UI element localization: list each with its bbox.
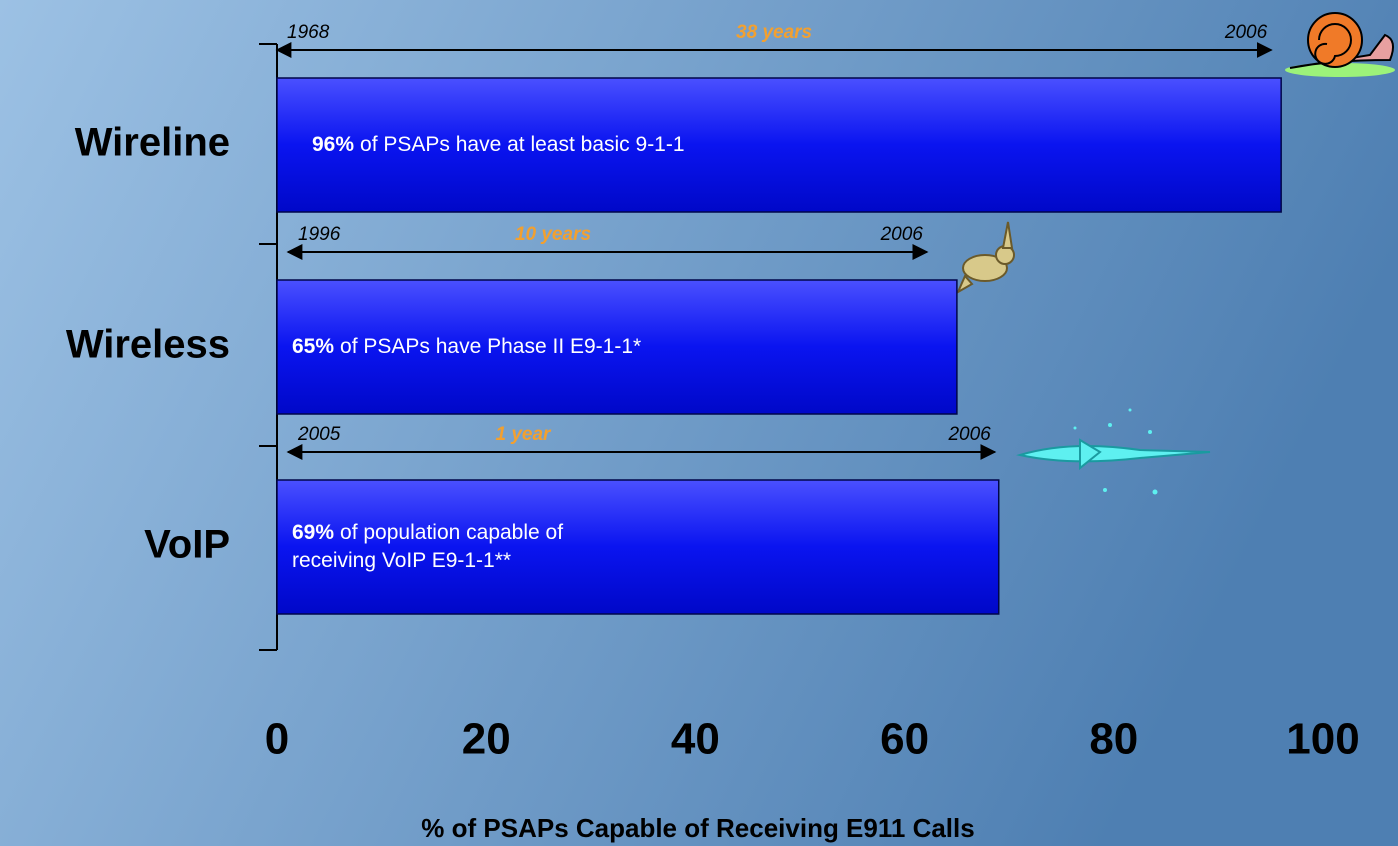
bar-label: 69% of population capable of receiving VoI…: [292, 521, 563, 572]
description: of PSAPs have Phase II E9-1-1*: [340, 335, 641, 358]
description: of PSAPs have at least basic 9-1-1: [360, 133, 685, 156]
value-label: 69%: [292, 521, 334, 544]
category-label: VoIP: [144, 523, 230, 567]
timeline-duration: 10 years: [515, 224, 591, 245]
value-label: 65%: [292, 335, 334, 358]
timeline-end: 2006: [880, 224, 924, 245]
timeline-start: 1968: [287, 22, 330, 43]
rocket-icon: [1016, 408, 1211, 495]
x-tick-label: 80: [1089, 715, 1138, 764]
x-tick-label: 0: [265, 715, 289, 764]
x-tick-label: 20: [462, 715, 511, 764]
x-axis-title: % of PSAPs Capable of Receiving E911 Cal…: [421, 813, 974, 843]
category-label: Wireless: [66, 323, 230, 367]
timeline-start: 1996: [298, 224, 341, 245]
timeline-end: 2006: [1224, 22, 1268, 43]
x-tick-label: 100: [1286, 715, 1359, 764]
bar: [276, 479, 1000, 615]
value-label: 96%: [312, 133, 354, 156]
x-tick-label: 60: [880, 715, 929, 764]
bar: [276, 279, 958, 415]
description: receiving VoIP E9-1-1**: [292, 549, 511, 572]
category-label: Wireline: [75, 121, 230, 165]
timeline-duration: 38 years: [736, 22, 812, 43]
timeline-duration: 1 year: [496, 424, 553, 445]
bar-label: 96% of PSAPs have at least basic 9-1-1: [312, 133, 685, 156]
snail-icon: [1285, 12, 1395, 77]
bar-label: 65% of PSAPs have Phase II E9-1-1*: [292, 335, 641, 358]
bar: [276, 77, 1282, 213]
description: of population capable of: [340, 521, 563, 544]
timeline-end: 2006: [947, 424, 991, 445]
x-tick-label: 40: [671, 715, 720, 764]
rabbit-icon: [955, 221, 1015, 295]
timeline-start: 2005: [297, 424, 341, 445]
